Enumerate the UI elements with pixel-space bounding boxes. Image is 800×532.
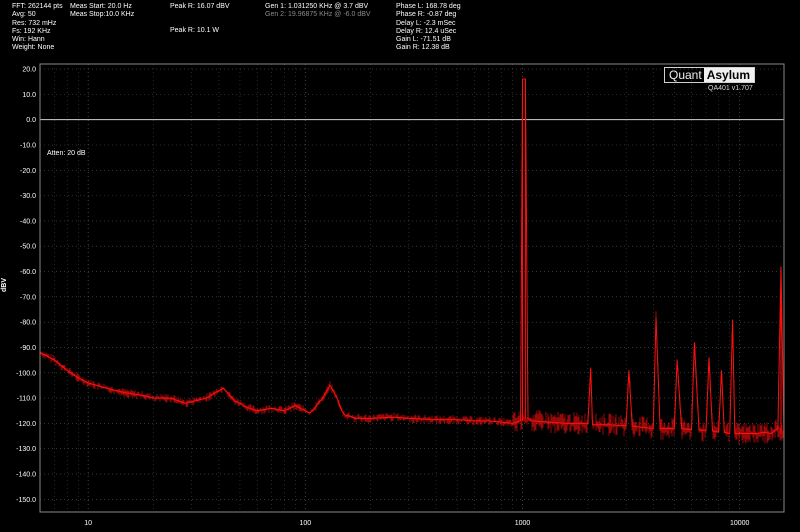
y-tick-label: -140.0 (16, 472, 36, 479)
peak-readout: Peak R: 16.07 dBV Peak R: 10.1 W (170, 3, 230, 36)
x-tick-label: 1000 (515, 520, 531, 527)
readout-gen2: Gen 2: 19.96875 KHz @ -6.0 dBV (265, 11, 371, 19)
plot-frame (39, 63, 785, 513)
y-tick-label: -110.0 (17, 396, 36, 403)
generator-readout: Gen 1: 1.031250 KHz @ 3.7 dBV Gen 2: 19.… (265, 3, 371, 20)
x-tick-label: 100 (299, 520, 311, 527)
readout-gen1: Gen 1: 1.031250 KHz @ 3.7 dBV (265, 3, 369, 10)
measure-range-readout: Meas Start: 20.0 Hz Meas Stop:10.0 KHz (70, 3, 134, 20)
y-tick-label: -90.0 (20, 345, 36, 352)
y-tick-label: -150.0 (16, 497, 36, 504)
y-tick-label: -80.0 (20, 320, 36, 327)
quantasylum-logo: Quant Asylum (664, 67, 756, 83)
readout-fs: Fs: 192 KHz (12, 27, 51, 35)
noise-floor-band (39, 311, 785, 445)
y-tick-label: -70.0 (20, 294, 36, 301)
y-tick-label: 10.0 (22, 92, 36, 99)
readout-avg: Avg: 50 (12, 11, 36, 19)
y-tick-label: -100.0 (16, 370, 36, 377)
x-tick-label: 10 (84, 520, 92, 527)
y-tick-label: -60.0 (20, 269, 36, 276)
version-label: QA401 v1.707 (708, 85, 753, 92)
readout-peak-dbv: Peak R: 16.07 dBV (170, 3, 230, 10)
x-tick-label: 10000 (730, 520, 750, 527)
y-tick-label: -30.0 (20, 193, 36, 200)
readout-fft: FFT: 262144 pts (12, 3, 63, 10)
readout-delay-l: Delay L: -2.3 mSec (396, 19, 456, 27)
x-axis-ticks: 10 100 1000 10000 (84, 520, 749, 527)
y-axis-ticks: 20.0 10.0 0.0 -10.0 -20.0 -30.0 -40.0 -50.0 -60.… (16, 67, 36, 504)
readout-phase-l: Phase L: 168.78 deg (396, 3, 461, 10)
y-axis-label: dBV (1, 278, 8, 292)
y-tick-label: -40.0 (20, 218, 36, 225)
readout-weight: Weight: None (12, 44, 55, 52)
spectrum-trace (39, 78, 785, 439)
y-tick-label: -10.0 (20, 142, 36, 149)
phase-gain-readout: Phase L: 168.78 deg Phase R: -0.87 deg D… (396, 3, 461, 53)
readout-gain-l: Gain L: -71.51 dB (396, 36, 451, 44)
chart-grid (39, 64, 784, 512)
attenuation-label: Atten: 20 dB (47, 150, 86, 157)
readout-window: Win: Hann (12, 36, 45, 44)
readout-peak-watts: Peak R: 10.1 W (170, 27, 220, 35)
y-tick-label: -130.0 (16, 446, 36, 453)
readout-gain-r: Gain R: 12.38 dB (396, 44, 450, 52)
readout-meas-start: Meas Start: 20.0 Hz (70, 3, 132, 10)
readout-meas-stop: Meas Stop:10.0 KHz (70, 11, 135, 19)
spectrum-traces (39, 78, 785, 445)
y-tick-label: 0.0 (26, 117, 36, 124)
y-tick-label: -120.0 (16, 421, 36, 428)
y-tick-label: -20.0 (20, 168, 36, 175)
readout-phase-r: Phase R: -0.87 deg (396, 11, 457, 19)
y-tick-label: -50.0 (20, 244, 36, 251)
y-tick-label: 20.0 (22, 67, 36, 74)
fft-settings-readout: FFT: 262144 pts Avg: 50 Res: 732 mHz Fs:… (12, 3, 63, 53)
readout-res: Res: 732 mHz (12, 19, 57, 27)
readout-delay-r: Delay R: 12.4 uSec (396, 27, 457, 35)
